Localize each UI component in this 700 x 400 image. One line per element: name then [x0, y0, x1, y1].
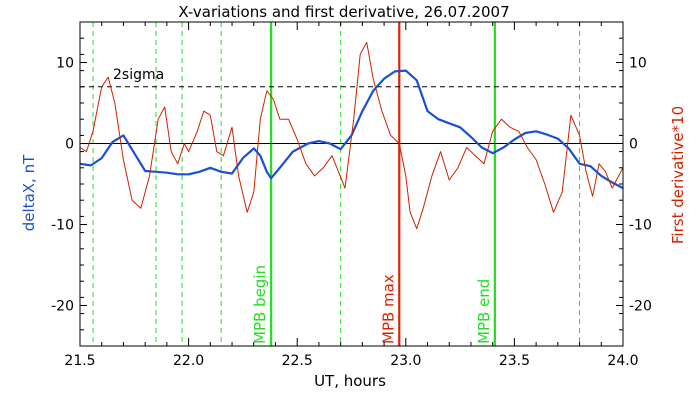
- x-tick-label: 23.0: [390, 353, 421, 369]
- sigma-label: 2sigma: [113, 67, 164, 83]
- right-tick-label: 10: [629, 56, 647, 72]
- x-axis-ticks: 21.5 22.0 22.5 23.0 23.5 24.0: [64, 338, 639, 369]
- right-tick-label: 0: [629, 137, 638, 153]
- top-axis-ticks: [79, 22, 624, 30]
- x-tick-label: 24.0: [607, 353, 638, 369]
- y-axis-label-right: First derivative*10: [669, 106, 687, 244]
- right-axis-ticks: -20 -10 0 10: [616, 21, 652, 347]
- series-layer: [79, 41, 624, 230]
- x-axis-label: UT, hours: [314, 372, 386, 390]
- marker-label-mpb-max: MPB max: [379, 274, 397, 344]
- chart-title: X-variations and first derivative, 26.07…: [178, 3, 509, 21]
- x-tick-label: 21.5: [64, 353, 95, 369]
- marker-labels: MPB begin MPB max MPB end: [251, 265, 493, 344]
- left-axis-ticks: -20 -10 0 10: [51, 21, 87, 347]
- left-tick-label: -10: [51, 218, 74, 234]
- plot-area: MPB begin MPB max MPB end: [79, 21, 624, 347]
- x-tick-label: 23.5: [499, 353, 530, 369]
- right-tick-label: -10: [629, 218, 652, 234]
- marker-label-mpb-begin: MPB begin: [251, 265, 269, 344]
- marker-label-mpb-end: MPB end: [475, 279, 493, 344]
- left-tick-label: -20: [51, 299, 74, 315]
- series-line-derivative: [79, 41, 624, 230]
- right-tick-label: -20: [629, 299, 652, 315]
- series-line-deltax: [79, 69, 624, 190]
- x-tick-label: 22.5: [282, 353, 313, 369]
- y-axis-label-left: deltaX, nT: [20, 154, 38, 231]
- left-tick-label: 0: [65, 137, 74, 153]
- x-tick-label: 22.0: [173, 353, 204, 369]
- vertical-lines: [92, 22, 581, 346]
- left-tick-label: 10: [56, 56, 74, 72]
